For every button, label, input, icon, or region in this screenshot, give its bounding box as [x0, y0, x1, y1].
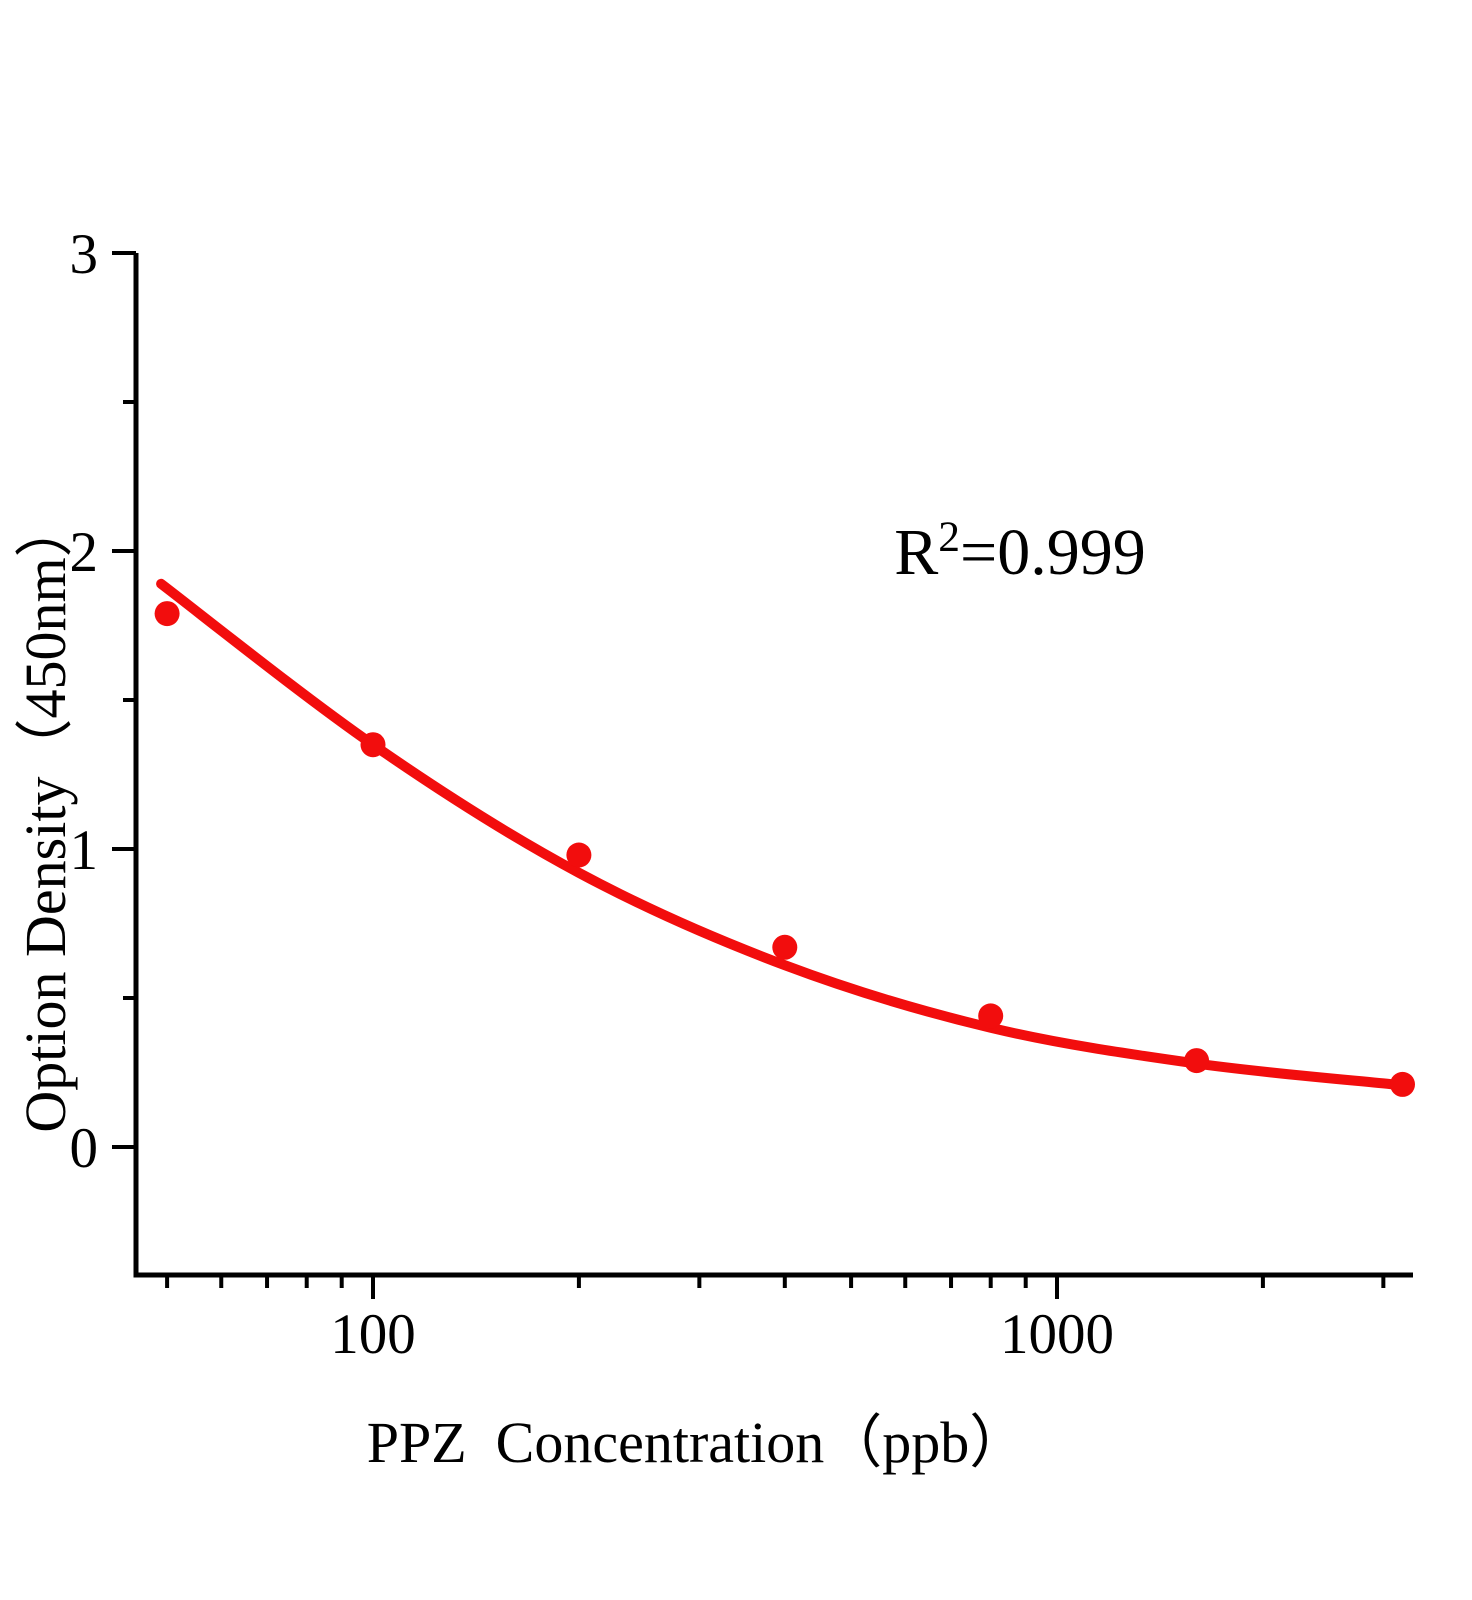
data-point	[772, 934, 798, 960]
r-squared-value: =0.999	[960, 516, 1146, 589]
data-point	[1184, 1048, 1210, 1074]
x-tick-label: 1000	[1000, 1303, 1114, 1366]
y-tick-label: 3	[70, 223, 99, 286]
data-point	[978, 1003, 1004, 1029]
axis-lines	[133, 253, 1413, 1278]
x-axis-title: PPZ Concentration（ppb）	[366, 1410, 1028, 1475]
fit-curve	[156, 578, 1399, 1090]
x-tick-label: 100	[330, 1303, 416, 1366]
data-point	[1390, 1071, 1415, 1097]
y-axis-title: Option Density（450nm）	[13, 499, 78, 1133]
data-point	[566, 842, 592, 868]
y-tick-label: 0	[70, 1117, 99, 1180]
r-squared-exponent: 2	[938, 513, 961, 561]
data-point	[360, 732, 386, 758]
data-point	[154, 601, 180, 627]
y-tick-label: 2	[70, 521, 99, 584]
r-squared-annotation: R2=0.999	[894, 515, 1146, 591]
y-tick-label: 1	[70, 819, 99, 882]
r-squared-base: R	[894, 516, 939, 589]
